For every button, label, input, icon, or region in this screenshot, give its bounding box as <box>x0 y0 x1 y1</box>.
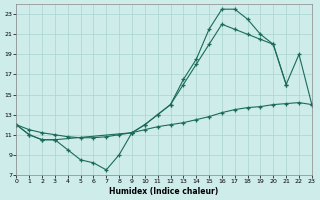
X-axis label: Humidex (Indice chaleur): Humidex (Indice chaleur) <box>109 187 219 196</box>
